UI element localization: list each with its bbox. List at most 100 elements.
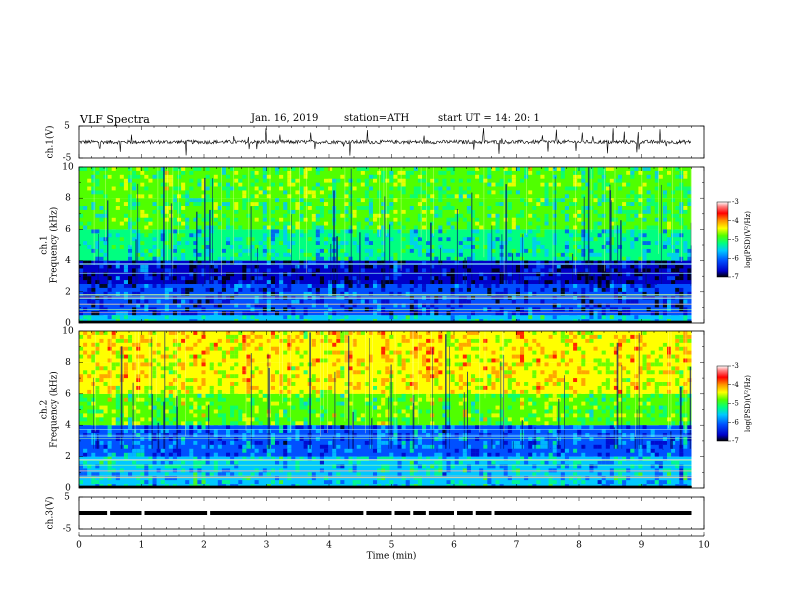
psd-cell — [283, 202, 288, 206]
psd-cell — [103, 299, 108, 304]
psd-cell — [189, 311, 194, 316]
psd-cell — [177, 362, 182, 367]
psd-cell — [287, 287, 292, 292]
psd-cell — [123, 456, 128, 461]
psd-cell — [356, 268, 361, 273]
psd-cell — [164, 174, 169, 179]
psd-cell — [160, 264, 165, 269]
psd-cell — [193, 401, 198, 406]
psd-cell — [168, 385, 173, 390]
psd-cell — [532, 276, 537, 281]
psd-cell — [250, 421, 255, 426]
psd-cell — [638, 170, 643, 175]
psd-cell — [618, 264, 623, 269]
psd-cell — [91, 186, 96, 191]
psd-cell — [197, 213, 202, 218]
psd-cell — [311, 452, 316, 457]
psd-cell — [230, 389, 235, 394]
psd-cell — [646, 284, 651, 288]
psd-cell — [132, 174, 137, 179]
psd-cell — [279, 291, 284, 296]
psd-cell — [197, 233, 202, 238]
psd-cell — [299, 217, 304, 222]
psd-cell — [491, 221, 496, 226]
psd-cell — [560, 198, 565, 203]
psd-cell — [144, 389, 149, 394]
psd-cell — [87, 245, 92, 249]
psd-cell — [295, 468, 300, 473]
psd-cell — [209, 393, 214, 398]
psd-cell — [234, 206, 239, 210]
psd-cell — [115, 198, 120, 203]
psd-cell — [234, 393, 239, 398]
psd-cell — [238, 225, 243, 230]
psd-cell — [168, 190, 173, 195]
psd-cell — [328, 284, 333, 288]
psd-cell — [315, 190, 320, 195]
psd-cell — [311, 425, 316, 430]
psd-cell — [230, 472, 235, 477]
psd-cell — [605, 264, 610, 269]
psd-cell — [197, 209, 202, 214]
psd-cell — [140, 287, 145, 292]
psd-cell — [601, 202, 606, 206]
psd-cell — [197, 268, 202, 273]
psd-cell — [287, 174, 292, 179]
psd-cell — [136, 272, 141, 277]
psd-cell — [675, 233, 680, 238]
psd-cell — [405, 280, 410, 284]
psd-cell — [270, 456, 275, 461]
psd-cell — [177, 245, 182, 249]
psd-cell — [128, 385, 133, 390]
psd-cell — [262, 245, 267, 249]
psd-cell — [115, 256, 120, 261]
psd-cell — [352, 291, 357, 296]
psd-cell — [283, 237, 288, 242]
psd-cell — [91, 370, 96, 375]
psd-cell — [213, 354, 218, 359]
psd-cell — [115, 311, 120, 316]
psd-cell — [483, 245, 488, 249]
psd-cell — [283, 452, 288, 457]
psd-cell — [140, 299, 145, 304]
psd-cell — [524, 233, 529, 238]
psd-cell — [471, 213, 476, 218]
psd-cell — [430, 276, 435, 281]
psd-cell — [307, 480, 312, 485]
psd-cell — [185, 389, 190, 394]
psd-cell — [185, 370, 190, 375]
psd-cell — [442, 241, 447, 245]
psd-cell — [295, 366, 300, 371]
psd-cell — [507, 229, 512, 234]
psd-cell — [540, 299, 545, 304]
psd-cell — [160, 417, 165, 422]
psd-cell — [99, 256, 104, 261]
psd-cell — [328, 213, 333, 218]
psd-cell — [87, 287, 92, 292]
psd-cell — [548, 280, 553, 284]
psd-cell — [238, 299, 243, 304]
psd-cell — [491, 233, 496, 238]
psd-cell — [123, 409, 128, 414]
psd-cell — [315, 167, 320, 171]
psd-cell — [107, 476, 112, 481]
psd-cell — [234, 374, 239, 379]
psd-cell — [144, 276, 149, 281]
psd-cell — [536, 170, 541, 175]
psd-cell — [438, 198, 443, 203]
psd-cell — [95, 280, 100, 284]
psd-cell — [185, 425, 190, 430]
psd-cell — [540, 186, 545, 191]
psd-cell — [503, 167, 508, 171]
psd-cell — [462, 229, 467, 234]
psd-cell — [434, 248, 439, 253]
psd-cell — [315, 389, 320, 394]
psd-cell — [217, 448, 222, 453]
psd-cell — [123, 182, 128, 187]
psd-cell — [128, 256, 133, 261]
psd-cell — [658, 174, 663, 179]
psd-cell — [242, 378, 247, 383]
psd-cell — [303, 472, 308, 477]
psd-cell — [532, 252, 537, 257]
psd-cell — [144, 413, 149, 418]
